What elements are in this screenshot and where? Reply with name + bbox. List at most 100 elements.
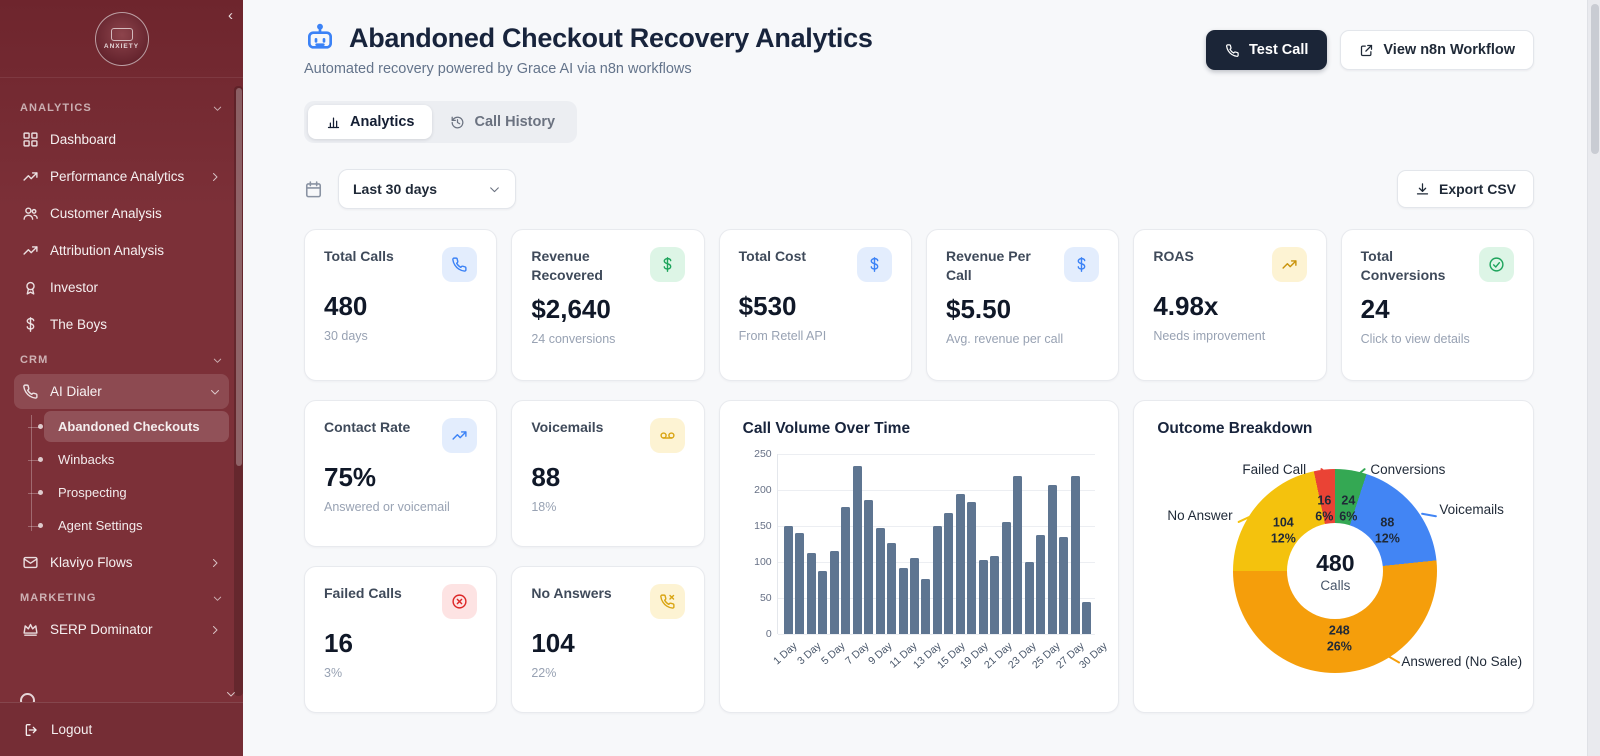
view-n8n-workflow-button[interactable]: View n8n Workflow	[1340, 30, 1534, 70]
bar[interactable]	[818, 570, 828, 634]
bar[interactable]	[1047, 484, 1057, 634]
section-header-marketing[interactable]: MARKETING	[14, 582, 229, 612]
stat-card-total-conversions[interactable]: Total Conversions 24 Click to view details	[1340, 229, 1534, 381]
sidebar-item-label: The Boys	[50, 317, 108, 332]
bar[interactable]	[1059, 536, 1069, 634]
tab-analytics[interactable]: Analytics	[308, 105, 433, 139]
logout-icon	[24, 722, 40, 738]
bar-chart-x-axis: 1 Day 3 Day 5 Day 7 Day 9 Day 11 Day 13 Day 15 …	[771, 634, 1110, 672]
bar[interactable]	[955, 493, 965, 634]
y-axis-tick: 250	[754, 448, 772, 460]
stat-label: No Answers	[531, 585, 612, 601]
bar-chart-icon	[326, 115, 341, 130]
page-scrollbar[interactable]	[1587, 0, 1600, 756]
bar[interactable]	[1001, 522, 1011, 634]
sidebar-submenu: Abandoned Checkouts Winbacks Prospecting Ag…	[28, 411, 229, 541]
slice-value-answered: 248 26%	[1326, 623, 1352, 653]
bar[interactable]	[875, 528, 885, 634]
bar[interactable]	[978, 559, 988, 634]
gridline	[777, 454, 1096, 455]
bar-series	[783, 454, 1092, 634]
users-icon	[22, 205, 39, 222]
sidebar-item-klaviyo-flows[interactable]: Klaviyo Flows	[14, 545, 229, 580]
stat-card-revenue-recovered[interactable]: Revenue Recovered $2,640 24 conversions	[511, 229, 705, 381]
bar[interactable]	[909, 558, 919, 634]
stat-card-no-answers[interactable]: No Answers 104 22%	[511, 566, 705, 713]
stat-sub: Click to view details	[1360, 331, 1470, 346]
tab-call-history[interactable]: Call History	[432, 105, 573, 139]
export-csv-button[interactable]: Export CSV	[1396, 170, 1534, 208]
scroll-more-icon[interactable]	[225, 688, 237, 700]
bar[interactable]	[1024, 562, 1034, 634]
bar[interactable]	[795, 533, 805, 634]
bar[interactable]	[783, 526, 793, 634]
section-header-crm[interactable]: CRM	[14, 344, 229, 374]
sidebar-subitem-prospecting[interactable]: Prospecting	[28, 477, 229, 508]
sidebar-item-attribution-analysis[interactable]: Attribution Analysis	[14, 233, 229, 268]
sidebar-collapse-icon[interactable]: ‹	[228, 7, 233, 24]
sidebar-scrollbar[interactable]	[234, 86, 243, 696]
bar[interactable]	[1013, 475, 1023, 634]
bar[interactable]	[1070, 476, 1080, 634]
bar[interactable]	[864, 500, 874, 634]
bar[interactable]	[1036, 534, 1046, 634]
donut-ring[interactable]: 480 Calls 24 6% 88 12% 248 26% 104 12% 16 6%	[1233, 469, 1438, 673]
chevron-right-icon	[209, 557, 221, 569]
stat-card-failed-calls[interactable]: Failed Calls 16 3%	[304, 566, 498, 713]
bar[interactable]	[1082, 601, 1092, 634]
donut-center: 480 Calls	[1287, 523, 1384, 619]
stat-card-voicemails[interactable]: Voicemails 88 18%	[511, 400, 705, 547]
bar[interactable]	[921, 579, 931, 634]
outcome-breakdown-card: Outcome Breakdown 480 Calls 24 6% 88 12% 248 26…	[1133, 400, 1534, 713]
section-label: MARKETING	[20, 592, 97, 604]
stat-sub: Avg. revenue per call	[945, 331, 1064, 346]
sidebar-subitem-abandoned-checkouts[interactable]: Abandoned Checkouts	[28, 411, 229, 442]
sidebar-item-the-boys[interactable]: The Boys	[14, 307, 229, 342]
section-header-analytics[interactable]: ANALYTICS	[14, 92, 229, 122]
stat-card-roas[interactable]: ROAS 4.98x Needs improvement	[1133, 229, 1327, 381]
sidebar-item-investor[interactable]: Investor	[14, 270, 229, 305]
gridline	[777, 634, 1096, 635]
bar[interactable]	[898, 568, 908, 634]
bar[interactable]	[944, 513, 954, 634]
phone-icon	[442, 247, 478, 282]
bar[interactable]	[806, 553, 816, 634]
sidebar-nav: ANALYTICS Dashboard Performance Analytics C…	[0, 78, 243, 702]
tab-label: Analytics	[350, 114, 415, 130]
trending-up-icon	[1271, 247, 1307, 282]
bar[interactable]	[990, 556, 1000, 634]
sidebar-subitem-agent-settings[interactable]: Agent Settings	[28, 510, 229, 541]
voicemail-icon	[649, 418, 685, 453]
sidebar-item-performance-analytics[interactable]: Performance Analytics	[14, 159, 229, 194]
bar[interactable]	[841, 506, 851, 634]
bar[interactable]	[829, 551, 839, 634]
stat-value: 16	[324, 628, 353, 658]
bar[interactable]	[887, 542, 897, 634]
slice-value-failed: 16 6%	[1315, 493, 1334, 523]
sidebar-subitem-winbacks[interactable]: Winbacks	[28, 444, 229, 475]
chevron-down-icon	[212, 355, 223, 366]
sidebar-item-serp-dominator[interactable]: SERP Dominator	[14, 612, 229, 647]
stat-card-revenue-per-call[interactable]: Revenue Per Call $5.50 Avg. revenue per ca…	[925, 229, 1120, 381]
stat-card-total-cost[interactable]: Total Cost $530 From Retell API	[718, 229, 912, 381]
slice-value-noanswer: 104 12%	[1270, 515, 1296, 545]
logout-button[interactable]: Logout	[0, 702, 243, 756]
test-call-button[interactable]: Test Call	[1206, 30, 1328, 70]
stat-label: Revenue Per Call	[945, 248, 1031, 283]
stat-label: Total Cost	[738, 248, 807, 264]
sidebar-item-label: Attribution Analysis	[50, 243, 165, 258]
sidebar-item-customer-analysis[interactable]: Customer Analysis	[14, 196, 229, 231]
sidebar-item-dashboard[interactable]: Dashboard	[14, 122, 229, 157]
page-header: Abandoned Checkout Recovery Analytics Au…	[304, 22, 1534, 77]
donut-chart-title: Outcome Breakdown	[1157, 420, 1313, 437]
sidebar-item-ai-dialer[interactable]: AI Dialer	[14, 374, 229, 409]
call-volume-chart-card: Call Volume Over Time 250 200 150 100 50 0 1 …	[718, 400, 1120, 713]
trending-up-icon	[22, 242, 39, 259]
bar[interactable]	[852, 466, 862, 634]
stat-card-contact-rate[interactable]: Contact Rate 75% Answered or voicemail	[304, 400, 498, 547]
stat-card-total-calls[interactable]: Total Calls 480 30 days	[304, 229, 498, 381]
stat-sub: 3%	[324, 666, 343, 680]
bar[interactable]	[967, 502, 977, 634]
date-range-select[interactable]: Last 30 days	[338, 169, 516, 209]
bar[interactable]	[932, 526, 942, 634]
